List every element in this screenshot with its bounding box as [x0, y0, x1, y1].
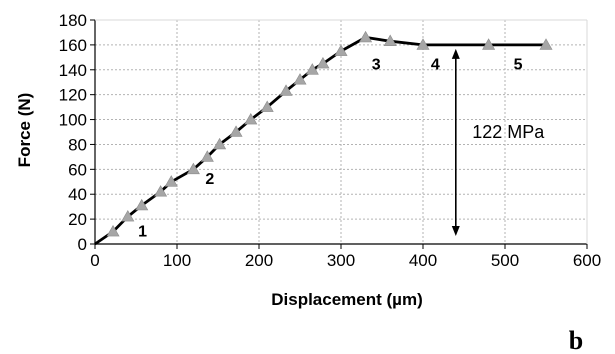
stress-arrow-head-bottom — [451, 226, 460, 236]
data-point-marker — [200, 150, 214, 162]
data-point-marker — [334, 44, 348, 56]
data-point-marker — [482, 38, 496, 50]
data-point-marker — [293, 73, 307, 85]
y-tick-label: 100 — [59, 111, 87, 130]
y-tick-label: 80 — [68, 135, 87, 154]
axes — [94, 19, 588, 245]
y-tick-label: 180 — [59, 11, 87, 30]
series-line — [94, 36, 546, 246]
data-series — [94, 30, 553, 246]
data-point-marker — [106, 224, 120, 237]
y-tick-label: 60 — [68, 160, 87, 179]
y-tick-label: 140 — [59, 61, 87, 80]
y-tick-label: 160 — [59, 36, 87, 55]
x-tick-label: 200 — [245, 251, 273, 270]
point-label: 1 — [138, 223, 147, 240]
y-tick-label: 20 — [68, 210, 87, 229]
y-tick-label: 0 — [78, 235, 87, 254]
point-label: 4 — [431, 57, 440, 74]
data-point-marker — [416, 38, 430, 50]
point-label: 5 — [514, 57, 523, 74]
y-axis-title: Force (N) — [15, 93, 34, 168]
x-tick-label: 600 — [573, 251, 601, 270]
x-tick-label: 400 — [409, 251, 437, 270]
axis-ticks: 0 20 40 60 80 100 120 140 160 180 0 100 200 300 400 500… — [59, 11, 602, 270]
x-axis-title: Displacement (µm) — [271, 290, 423, 309]
x-tick-label: 300 — [327, 251, 355, 270]
data-point-marker — [186, 162, 200, 175]
data-point-marker — [260, 100, 274, 112]
data-point-marker — [305, 63, 319, 75]
data-point-marker — [539, 38, 553, 50]
x-tick-label: 100 — [163, 251, 191, 270]
data-point-marker — [164, 175, 178, 187]
data-point-marker — [121, 210, 135, 222]
stress-arrow-head-top — [451, 48, 460, 59]
data-point-marker — [135, 198, 149, 211]
y-tick-label: 40 — [68, 185, 87, 204]
data-point-marker — [383, 34, 397, 46]
stress-label: 122 MPa — [472, 122, 545, 142]
data-point-marker — [229, 125, 243, 137]
x-tick-label: 500 — [491, 251, 519, 270]
data-point-marker — [213, 137, 227, 150]
x-tick-label: 0 — [90, 251, 99, 270]
data-point-marker — [316, 56, 330, 69]
data-point-marker — [359, 30, 373, 43]
annotations: 1 2 3 4 5 122 MPa — [138, 48, 545, 240]
y-tick-label: 120 — [59, 86, 87, 105]
data-point-marker — [244, 112, 258, 125]
panel-label: b — [569, 326, 583, 354]
data-point-marker — [154, 185, 168, 197]
data-point-marker — [279, 84, 293, 96]
point-label: 2 — [205, 171, 214, 188]
point-label: 3 — [372, 57, 381, 74]
